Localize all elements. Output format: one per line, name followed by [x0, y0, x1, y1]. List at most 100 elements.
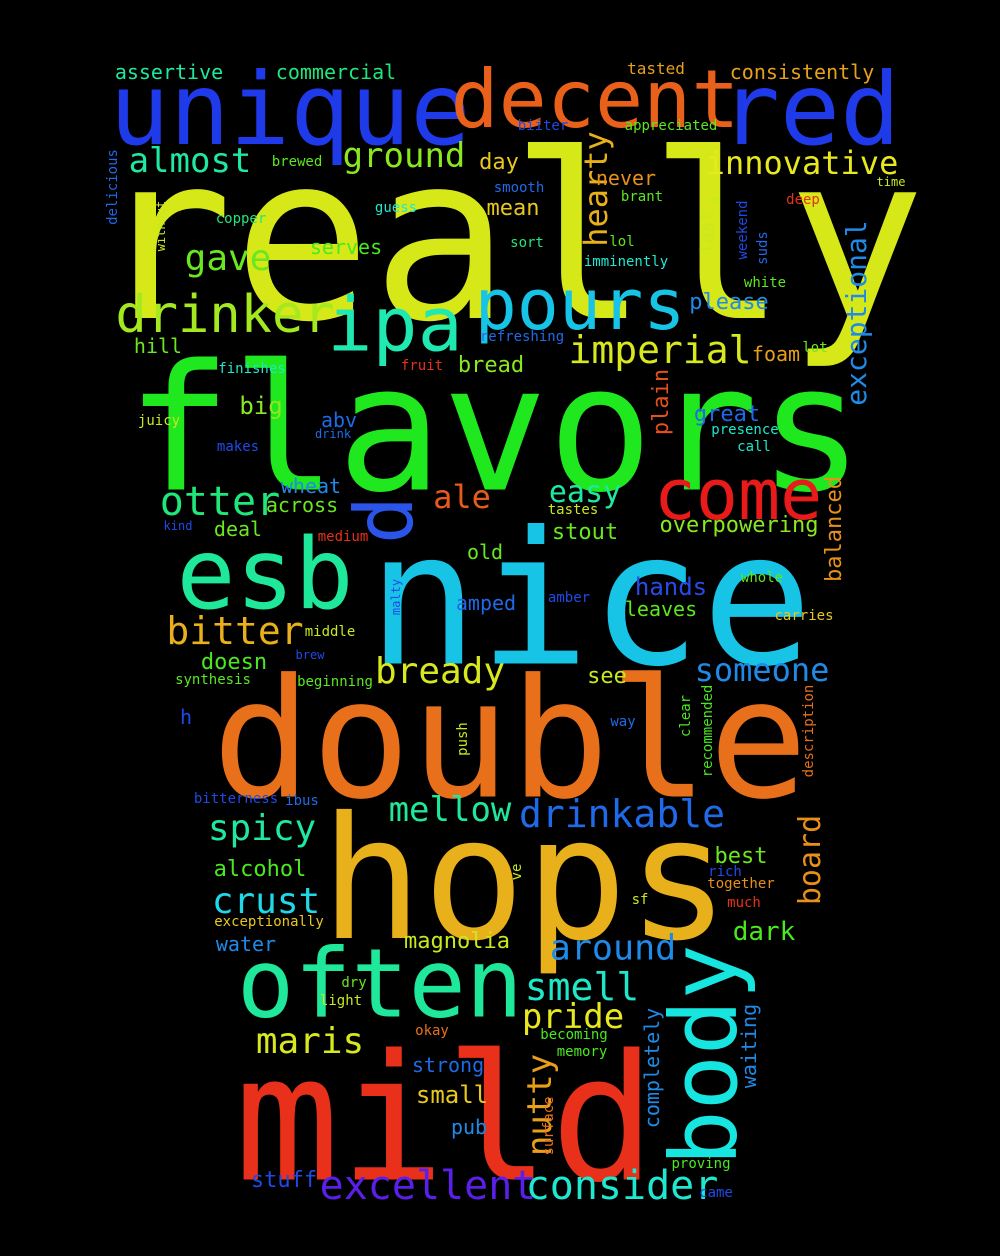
word-mean: mean [487, 198, 540, 220]
word-medium: medium [318, 530, 369, 544]
word-exceptional: exceptional [843, 220, 871, 405]
word-brew: brew [296, 649, 325, 661]
word-waiting: waiting [739, 1004, 759, 1088]
word-see: see [587, 666, 627, 688]
word-excellent: excellent [320, 1166, 537, 1206]
word-without: without [155, 201, 167, 252]
word-never: never [596, 168, 656, 188]
word-water: water [216, 934, 276, 954]
word-memory: memory [557, 1045, 608, 1059]
word-consider: consider [526, 1166, 719, 1206]
word-board: board [796, 815, 826, 905]
word-description: description [802, 685, 816, 778]
word-ale: ale [433, 481, 491, 513]
word-hill: hill [134, 336, 182, 356]
word-deal: deal [214, 519, 262, 539]
word-bitter: bitter [166, 612, 303, 650]
word-ve: ve [510, 864, 524, 881]
word-carries: carries [774, 609, 833, 623]
word-across: across [266, 495, 338, 515]
word-mellow: mellow [389, 793, 512, 827]
word-recommended: recommended [701, 685, 715, 778]
word-drink: drink [315, 428, 351, 440]
word-someone: someone [695, 654, 830, 686]
word-malty: malty [390, 579, 402, 615]
word-imminently: imminently [584, 255, 668, 269]
word-serves: serves [310, 237, 382, 257]
word-completely: completely [642, 1008, 662, 1128]
word-assertive: assertive [115, 62, 223, 82]
word-old: old [467, 542, 503, 562]
word-biiter: biiter [518, 119, 569, 133]
word-sort: sort [510, 236, 544, 250]
word-exceptionally: exceptionally [214, 915, 324, 929]
word-ibus: ibus [285, 794, 319, 808]
word-drinkable: drinkable [519, 795, 725, 833]
word-around: around [550, 932, 676, 967]
word-white: white [744, 276, 786, 290]
word-surface: surface [542, 1096, 556, 1155]
word-overpowering: overpowering [660, 515, 819, 537]
word-bitterness: bitterness [194, 792, 278, 806]
word-plain: plain [651, 369, 673, 435]
word-appreciated: appreciated [625, 119, 718, 133]
word-kind: kind [164, 520, 193, 532]
word-clear: clear [679, 695, 693, 737]
word-amber: amber [548, 591, 590, 605]
word-delicious: delicious [106, 149, 120, 225]
word-otter: otter [160, 482, 280, 522]
word-fruit: fruit [401, 359, 443, 373]
word-ipa: ipa [327, 288, 462, 363]
word-tastes: tastes [548, 503, 599, 517]
word-please: please [689, 292, 768, 314]
word-okay: okay [415, 1024, 449, 1038]
word-stout: stout [552, 522, 618, 544]
word-makes: makes [217, 440, 259, 454]
word-leaves: leaves [625, 599, 697, 619]
word-balanced: balanced [824, 476, 846, 582]
word-presence: presence [711, 423, 778, 437]
word-spicy: spicy [208, 811, 316, 847]
word-deep: deep [786, 193, 820, 207]
word-m: m [712, 195, 719, 207]
word-small: small [416, 1083, 488, 1107]
word-proving: proving [671, 1157, 730, 1171]
word-bready: bready [375, 654, 505, 690]
word-time: time [877, 176, 906, 188]
word-almost: almost [129, 144, 252, 178]
word-bread: bread [458, 355, 524, 377]
word-becoming: becoming [540, 1028, 607, 1042]
word-much: much [727, 896, 761, 910]
word-push: push [456, 722, 470, 756]
word-doesn: doesn [201, 652, 267, 674]
word-tasted: tasted [627, 61, 685, 77]
word-gave: gave [185, 241, 272, 277]
word-maris: maris [256, 1024, 364, 1060]
word-hands: hands [635, 575, 707, 599]
word-pub: pub [451, 1117, 487, 1137]
word-way: way [610, 715, 635, 729]
word-last: last [699, 210, 717, 253]
word-strong: strong [412, 1055, 484, 1075]
word-synthesis: synthesis [175, 673, 251, 687]
word-juicy: juicy [138, 414, 180, 428]
word-big: big [239, 394, 282, 418]
word-middle: middle [305, 625, 356, 639]
word-consistently: consistently [730, 62, 875, 82]
word-call: call [737, 440, 771, 454]
word-innovative: innovative [706, 147, 899, 179]
word-brewed: brewed [272, 155, 323, 169]
word-weekend: weekend [736, 200, 750, 259]
word-alcohol: alcohol [214, 859, 307, 881]
word-magnolia: magnolia [404, 931, 510, 953]
word-copper: copper [216, 212, 267, 226]
word-beginning: beginning [297, 675, 373, 689]
word-suds: suds [756, 231, 770, 265]
word-stuff: stuff [251, 1170, 317, 1192]
word-sf: sf [632, 893, 649, 907]
word-commercial: commercial [276, 62, 396, 82]
word-smooth: smooth [494, 181, 545, 195]
word-foam: foam [752, 344, 800, 364]
word-finishes: finishes [218, 362, 285, 376]
